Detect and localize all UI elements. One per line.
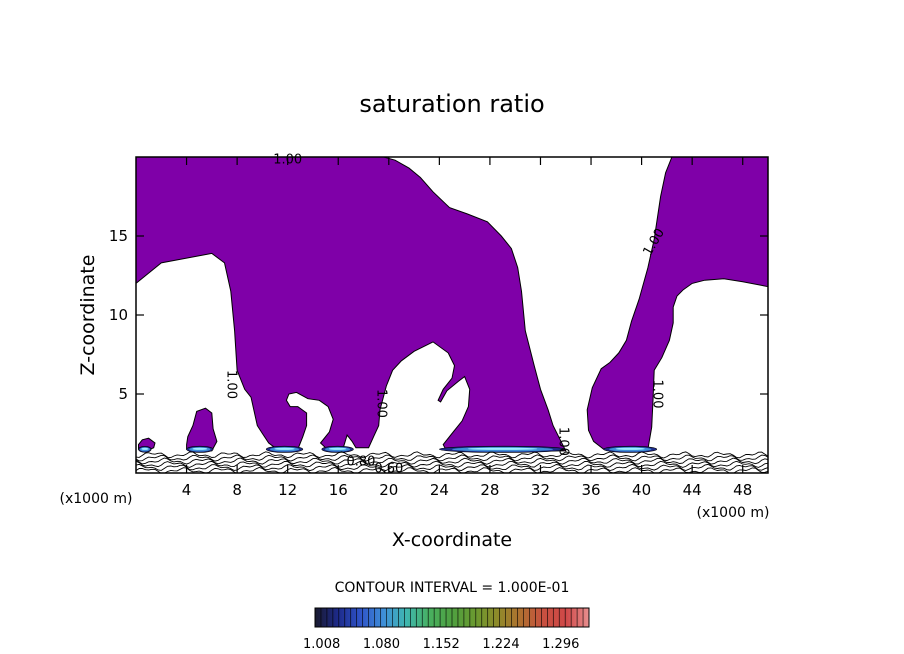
bright-cores <box>138 445 658 453</box>
colorbar-label-1: 1.080 <box>363 637 400 652</box>
y-tick-label-2: 15 <box>109 227 128 245</box>
x-axis-label: X-coordinate <box>392 529 512 551</box>
y-axis-label: Z-coordinate <box>77 255 99 376</box>
ground-contour-3 <box>136 457 768 465</box>
ground-contour-1 <box>136 463 768 472</box>
x-unit-label: (x1000 m) <box>697 505 770 521</box>
x-tick-label-1: 8 <box>232 481 242 499</box>
colorbar: 1.008 1.080 1.152 1.224 1.296 <box>303 607 590 652</box>
core-inner-2 <box>274 447 295 450</box>
x-tick-label-4: 20 <box>379 481 398 499</box>
contour-label-6: 0.80 <box>347 454 376 469</box>
colorbar-label-4: 1.296 <box>542 637 579 652</box>
ground-contour-5 <box>136 451 768 459</box>
ground-contour-4 <box>136 454 768 462</box>
core-inner-0 <box>141 447 149 450</box>
ground-contour-2 <box>136 460 768 468</box>
contour-label-3: 1.00 <box>374 389 389 418</box>
core-inner-5 <box>615 447 645 450</box>
saturated-blob-1 <box>186 407 218 452</box>
colorbar-label-2: 1.152 <box>423 637 460 652</box>
y-tick-label-1: 10 <box>109 306 128 324</box>
contour-label-4: 1.00 <box>649 380 664 409</box>
saturated-regions <box>136 157 768 452</box>
x-tick-label-11: 48 <box>733 481 752 499</box>
core-inner-4 <box>467 447 538 450</box>
colorbar-label-0: 1.008 <box>303 637 340 652</box>
ground-contour-lines <box>136 451 768 473</box>
x-tick-label-6: 28 <box>480 481 499 499</box>
contour-label-2: 1.00 <box>223 370 238 399</box>
colorbar-label-3: 1.224 <box>482 637 519 652</box>
x-tick-label-0: 4 <box>182 481 192 499</box>
x-tick-label-10: 44 <box>683 481 702 499</box>
x-tick-label-2: 12 <box>278 481 297 499</box>
y-unit-label: (x1000 m) <box>60 491 133 507</box>
chart-title: saturation ratio <box>359 90 544 118</box>
contour-interval-label: CONTOUR INTERVAL = 1.000E-01 <box>335 580 570 596</box>
core-inner-1 <box>192 447 208 450</box>
x-tick-label-3: 16 <box>329 481 348 499</box>
x-tick-label-7: 32 <box>531 481 550 499</box>
y-tick-label-0: 5 <box>118 385 128 403</box>
contour-label-5: 1.00 <box>556 427 571 456</box>
x-tick-label-9: 40 <box>632 481 651 499</box>
plot-area <box>136 157 768 473</box>
core-inner-3 <box>328 447 347 450</box>
x-tick-label-5: 24 <box>430 481 449 499</box>
ground-contour-0 <box>136 467 768 473</box>
x-tick-label-8: 36 <box>581 481 600 499</box>
